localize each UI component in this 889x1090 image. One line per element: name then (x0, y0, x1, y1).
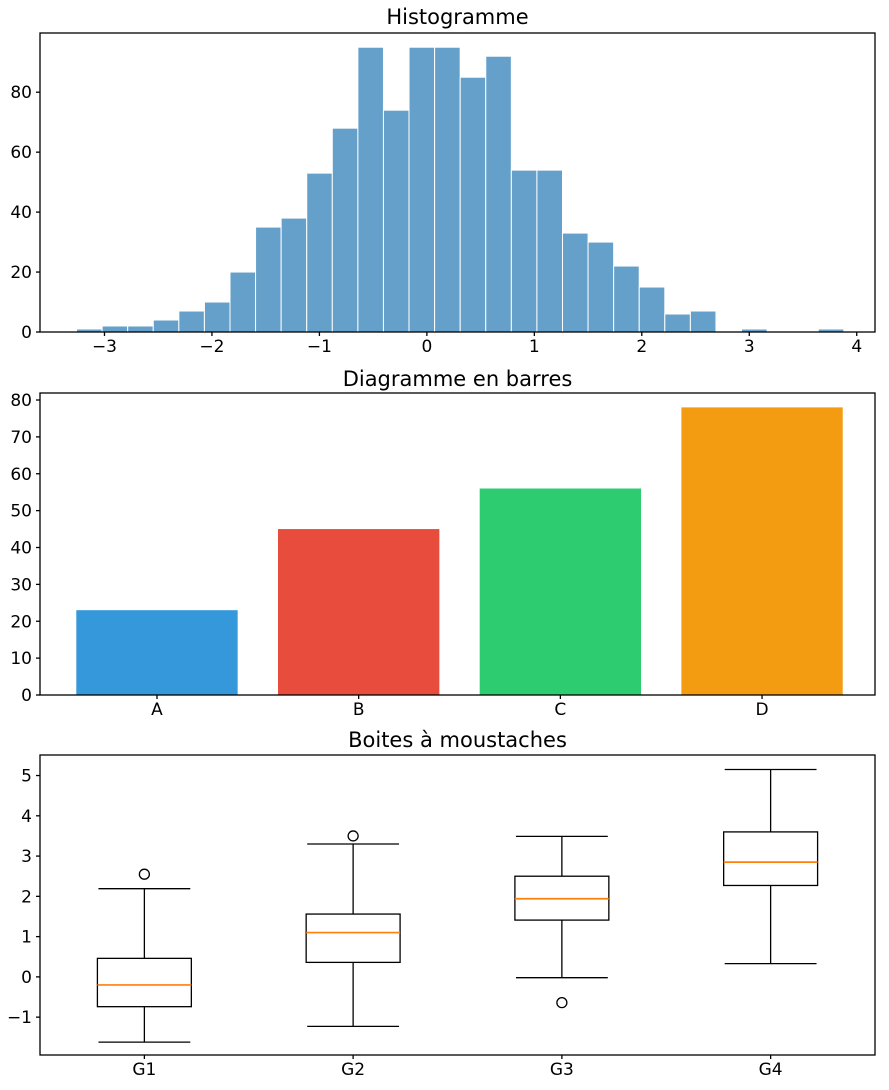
histogram-bar (510, 169, 538, 333)
histogram-bar (306, 172, 333, 333)
histogram-bar (382, 109, 410, 333)
bar (681, 407, 843, 695)
y-tick-label: 0 (21, 323, 32, 343)
histogram-bar (664, 313, 691, 333)
bar (479, 488, 642, 695)
histogram-bar (536, 169, 563, 333)
x-tick-label: −2 (199, 337, 224, 357)
x-tick-label: G2 (341, 1060, 365, 1080)
histogram-bar (178, 310, 205, 333)
histogram-bar (587, 241, 615, 333)
y-tick-label: 80 (10, 83, 32, 103)
y-tick-label: 2 (21, 887, 32, 907)
plot-frame (39, 32, 876, 333)
histogram-bar (127, 325, 154, 333)
histogram-bar (613, 265, 640, 333)
bar (76, 610, 238, 695)
outlier-point (347, 830, 359, 842)
histogram-bar (485, 55, 512, 333)
histogram-bar (280, 217, 308, 333)
histogram-bar (331, 127, 359, 333)
histogram-bar (408, 46, 436, 333)
box-body (723, 831, 819, 887)
y-tick-label: 0 (21, 968, 32, 988)
box-body (305, 913, 401, 964)
histogram-bar (459, 76, 487, 333)
y-tick-label: 3 (21, 847, 32, 867)
x-tick-label: G3 (550, 1060, 574, 1080)
y-tick-label: 10 (10, 649, 32, 669)
box-body (96, 957, 192, 1008)
x-tick-label: D (756, 700, 769, 720)
histogram-bar (255, 226, 282, 333)
histogram-bar (638, 286, 666, 333)
x-tick-label: A (151, 700, 163, 720)
bar (277, 529, 440, 695)
x-tick-label: B (353, 700, 365, 720)
histogram-bar (689, 310, 717, 333)
histogram-bar (152, 319, 180, 333)
x-tick-label: G1 (132, 1060, 156, 1080)
y-tick-label: 0 (21, 686, 32, 706)
x-tick-label: 1 (529, 337, 540, 357)
x-tick-label: 4 (851, 337, 862, 357)
outlier-point (556, 997, 568, 1009)
y-tick-label: 40 (10, 203, 32, 223)
plot-frame (39, 754, 876, 1056)
plot-frame (39, 392, 876, 696)
x-tick-label: C (554, 700, 566, 720)
x-tick-label: 2 (636, 337, 647, 357)
y-tick-label: 50 (10, 502, 32, 522)
histogram-bar (229, 271, 257, 333)
histogram-bar (101, 325, 129, 333)
x-tick-label: 0 (421, 337, 432, 357)
x-tick-label: 3 (744, 337, 755, 357)
y-tick-label: 20 (10, 612, 32, 632)
y-tick-label: 60 (10, 465, 32, 485)
histogram-bar (561, 232, 589, 333)
x-tick-label: −3 (92, 337, 117, 357)
histogram-bar (357, 46, 384, 333)
y-tick-label: 1 (21, 928, 32, 948)
y-tick-label: 40 (10, 539, 32, 559)
histogram-bar (203, 301, 231, 333)
y-tick-label: 70 (10, 428, 32, 448)
y-tick-label: 5 (21, 767, 32, 787)
y-tick-label: 30 (10, 575, 32, 595)
outlier-point (138, 868, 151, 880)
x-tick-label: G4 (759, 1060, 783, 1080)
bar-chart-title: Diagramme en barres (342, 367, 573, 391)
boxplot-title: Boites à moustaches (348, 728, 567, 752)
y-tick-label: 60 (10, 143, 32, 163)
y-tick-label: 20 (10, 263, 32, 283)
y-tick-label: 80 (10, 391, 32, 411)
histogram-bar (434, 46, 461, 333)
histogram-title: Histogramme (386, 5, 529, 29)
y-tick-label: 4 (21, 807, 32, 827)
y-tick-label: −1 (7, 1008, 32, 1028)
x-tick-label: −1 (307, 337, 332, 357)
